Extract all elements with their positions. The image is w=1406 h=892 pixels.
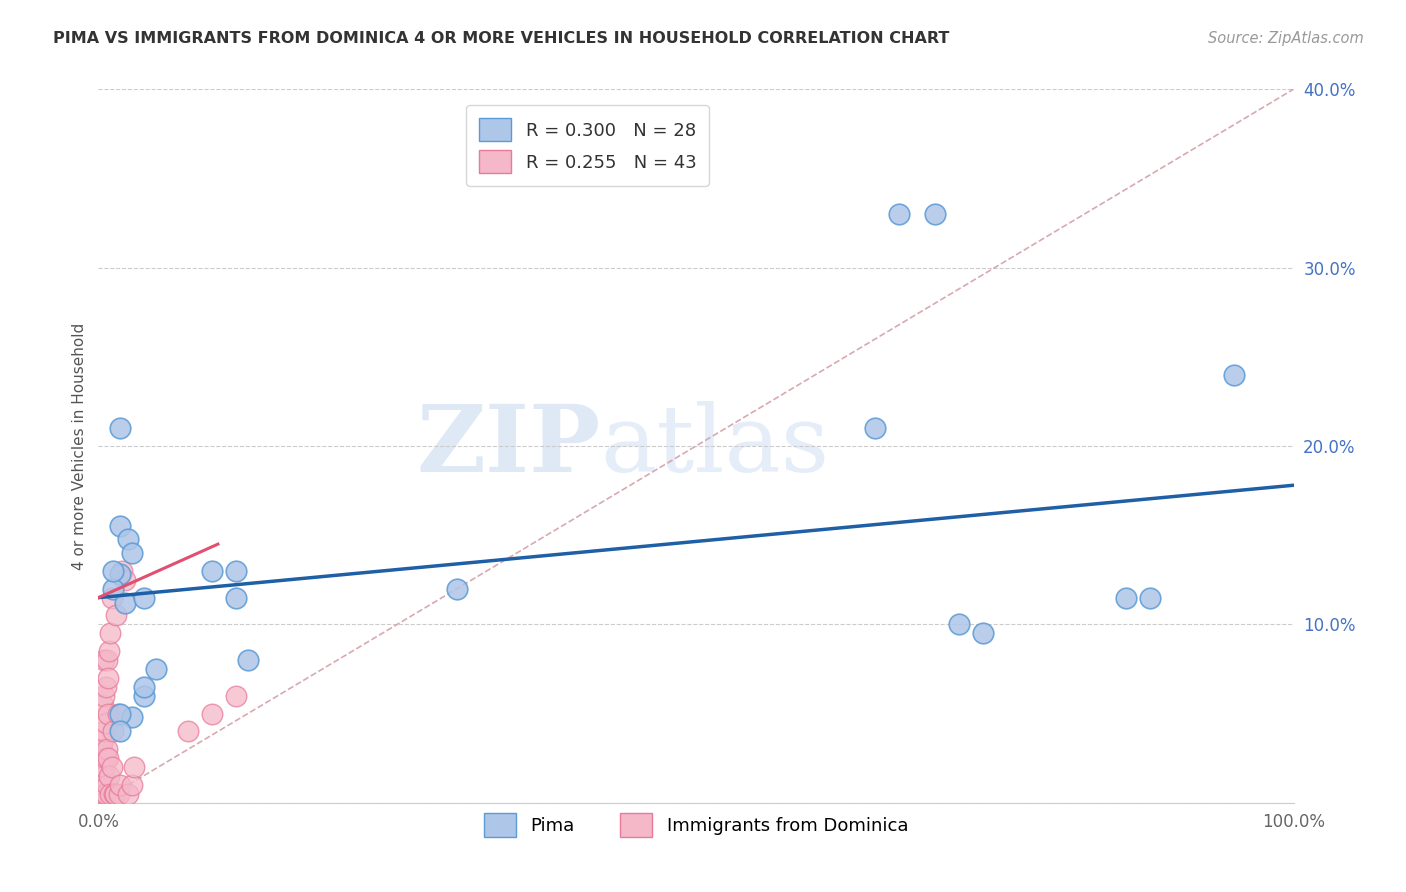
Point: [97, 751, 120, 765]
Point: [132, 591, 155, 605]
Point: [117, 787, 139, 801]
Point: [107, 787, 129, 801]
Point: [94, 787, 117, 801]
Point: [91, 769, 114, 783]
Point: [105, 608, 128, 623]
Point: [93, 787, 115, 801]
Point: [98, 644, 121, 658]
Point: [236, 653, 259, 667]
Point: [124, 760, 146, 774]
Point: [96, 653, 118, 667]
Point: [201, 706, 224, 721]
Text: Source: ZipAtlas.com: Source: ZipAtlas.com: [1208, 31, 1364, 46]
Point: [98, 787, 122, 801]
Point: [121, 546, 143, 560]
Point: [91, 742, 114, 756]
Point: [108, 421, 131, 435]
Point: [104, 787, 127, 801]
Point: [225, 591, 247, 605]
Point: [114, 573, 136, 587]
Point: [96, 778, 118, 792]
Point: [225, 689, 247, 703]
Point: [121, 710, 143, 724]
Point: [108, 567, 131, 582]
Point: [100, 760, 122, 774]
Y-axis label: 4 or more Vehicles in Household: 4 or more Vehicles in Household: [72, 322, 87, 570]
Point: [108, 724, 131, 739]
Point: [111, 564, 134, 578]
Legend: Pima, Immigrants from Dominica: Pima, Immigrants from Dominica: [477, 806, 915, 844]
Point: [132, 680, 155, 694]
Point: [107, 706, 129, 721]
Text: atlas: atlas: [600, 401, 830, 491]
Point: [1115, 591, 1137, 605]
Point: [177, 724, 200, 739]
Point: [121, 778, 143, 792]
Point: [446, 582, 468, 596]
Point: [889, 207, 911, 221]
Point: [114, 596, 136, 610]
Point: [225, 564, 247, 578]
Point: [132, 689, 155, 703]
Point: [103, 787, 125, 801]
Point: [91, 778, 114, 792]
Point: [1223, 368, 1246, 382]
Point: [108, 778, 131, 792]
Point: [93, 689, 115, 703]
Point: [98, 769, 121, 783]
Point: [108, 519, 131, 533]
Point: [98, 626, 122, 640]
Point: [93, 760, 115, 774]
Point: [100, 591, 122, 605]
Point: [924, 207, 946, 221]
Point: [201, 564, 224, 578]
Text: ZIP: ZIP: [416, 401, 600, 491]
Point: [97, 706, 120, 721]
Point: [94, 751, 117, 765]
Point: [96, 742, 118, 756]
Point: [865, 421, 887, 435]
Point: [90, 787, 112, 801]
Point: [91, 733, 114, 747]
Point: [972, 626, 994, 640]
Point: [948, 617, 970, 632]
Point: [108, 706, 131, 721]
Point: [94, 715, 117, 730]
Point: [90, 751, 112, 765]
Point: [93, 724, 115, 739]
Point: [1139, 591, 1161, 605]
Text: PIMA VS IMMIGRANTS FROM DOMINICA 4 OR MORE VEHICLES IN HOUSEHOLD CORRELATION CHA: PIMA VS IMMIGRANTS FROM DOMINICA 4 OR MO…: [53, 31, 950, 46]
Point: [97, 671, 120, 685]
Point: [101, 564, 124, 578]
Point: [101, 582, 124, 596]
Point: [117, 532, 139, 546]
Point: [93, 653, 115, 667]
Point: [145, 662, 167, 676]
Point: [91, 698, 114, 712]
Point: [94, 680, 117, 694]
Point: [101, 724, 124, 739]
